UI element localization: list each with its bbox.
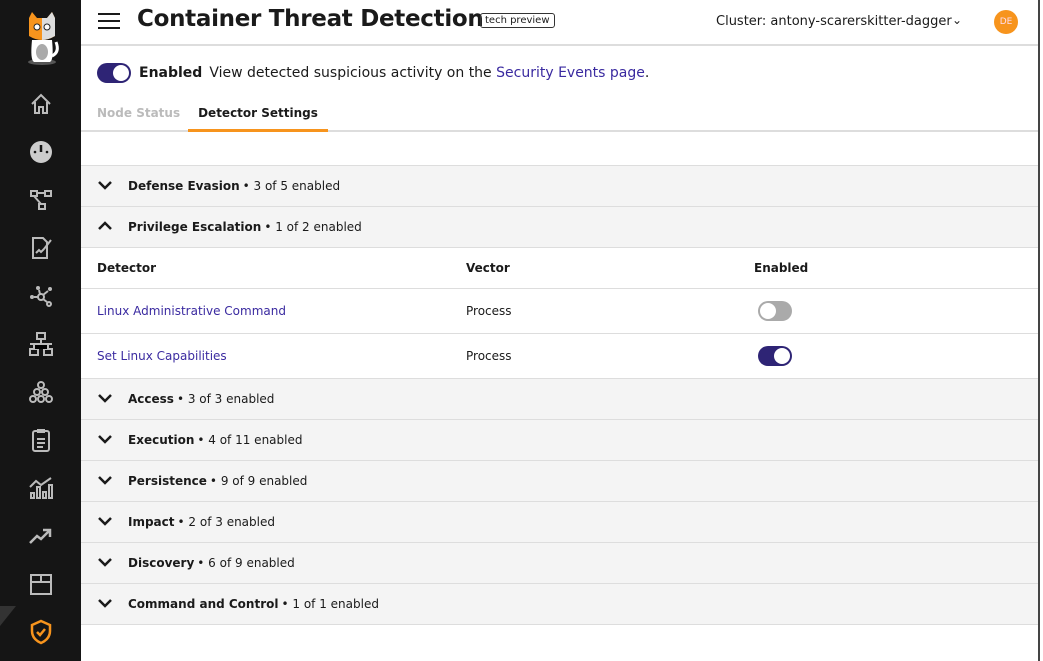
vector-cell: Process	[466, 349, 512, 363]
section-header[interactable]: Execution • 4 of 11 enabled	[81, 420, 1038, 461]
page-title: Container Threat Detection	[137, 6, 484, 32]
section-count: • 1 of 2 enabled	[264, 220, 362, 234]
col-detector: Detector	[97, 261, 156, 275]
cluster-selector[interactable]: Cluster: antony-scarerskitter-dagger	[716, 14, 952, 29]
main-content: Container Threat Detection tech preview …	[81, 0, 1040, 661]
detector-toggle[interactable]	[758, 301, 792, 321]
status-text: View detected suspicious activity on the	[209, 65, 492, 81]
col-vector: Vector	[466, 261, 510, 275]
section-header[interactable]: Defense Evasion • 3 of 5 enabled	[81, 166, 1038, 207]
section-count: • 3 of 3 enabled	[176, 392, 275, 406]
chevron-down-icon[interactable]	[97, 514, 115, 530]
menu-icon[interactable]	[98, 13, 120, 31]
section-name: Impact	[128, 515, 175, 529]
section-count: • 3 of 5 enabled	[242, 179, 341, 193]
analytics-icon[interactable]	[28, 475, 54, 501]
tech-preview-badge: tech preview	[480, 13, 555, 28]
topology-icon[interactable]	[28, 187, 54, 213]
chevron-down-icon[interactable]	[97, 432, 115, 448]
collapse-handle[interactable]	[0, 606, 16, 626]
status-period: .	[644, 65, 650, 81]
section-header[interactable]: Discovery • 6 of 9 enabled	[81, 543, 1038, 584]
section-name: Defense Evasion	[128, 179, 240, 193]
sidebar	[0, 0, 81, 661]
detector-toggle[interactable]	[758, 346, 792, 366]
trend-icon[interactable]	[28, 523, 54, 549]
chevron-down-icon[interactable]	[97, 596, 115, 612]
section-name: Discovery	[128, 556, 195, 570]
detector-link[interactable]: Set Linux Capabilities	[97, 349, 227, 363]
enabled-label: Enabled	[139, 65, 203, 81]
section-name: Privilege Escalation	[128, 220, 262, 234]
shield-check-icon[interactable]	[28, 619, 54, 645]
section-count: • 6 of 9 enabled	[197, 556, 295, 570]
tab-node-status[interactable]: Node Status	[97, 106, 181, 120]
vector-cell: Process	[466, 304, 512, 318]
section-header[interactable]: Access • 3 of 3 enabled	[81, 379, 1038, 420]
section-name: Execution	[128, 433, 195, 447]
table-row: Linux Administrative Command Process	[81, 289, 1038, 334]
col-enabled: Enabled	[754, 261, 809, 275]
chevron-down-icon[interactable]	[97, 555, 115, 571]
section-count: • 9 of 9 enabled	[209, 474, 308, 488]
detector-link[interactable]: Linux Administrative Command	[97, 304, 286, 318]
table-row: Set Linux Capabilities Process	[81, 334, 1038, 379]
cat-logo-icon[interactable]	[22, 12, 62, 66]
section-header[interactable]: Persistence • 9 of 9 enabled	[81, 461, 1038, 502]
section-header[interactable]: Impact • 2 of 3 enabled	[81, 502, 1038, 543]
section-count: • 1 of 1 enabled	[281, 597, 379, 611]
section-header[interactable]: Command and Control • 1 of 1 enabled	[81, 584, 1038, 625]
network-icon[interactable]	[28, 283, 54, 309]
tab-bar: Node Status Detector Settings	[81, 98, 1038, 132]
tab-detector-settings[interactable]: Detector Settings	[188, 106, 328, 132]
enabled-toggle[interactable]	[97, 63, 131, 83]
home-icon[interactable]	[28, 91, 54, 117]
section-count: • 4 of 11 enabled	[197, 433, 303, 447]
security-events-link[interactable]: Security Events page	[496, 65, 645, 81]
status-bar: Enabled View detected suspicious activit…	[97, 63, 649, 83]
section-count: • 2 of 3 enabled	[177, 515, 275, 529]
checklist-icon[interactable]	[28, 427, 54, 453]
table-header: Detector Vector Enabled	[81, 248, 1038, 289]
section-name: Persistence	[128, 474, 207, 488]
package-icon[interactable]	[28, 571, 54, 597]
section-header[interactable]: Privilege Escalation • 1 of 2 enabled	[81, 207, 1038, 248]
chevron-down-icon[interactable]: ⌄	[952, 13, 963, 27]
avatar[interactable]: DE	[994, 10, 1018, 34]
chevron-up-icon[interactable]	[97, 219, 115, 235]
cluster-icon[interactable]	[28, 379, 54, 405]
hierarchy-icon[interactable]	[28, 331, 54, 357]
chevron-down-icon[interactable]	[97, 473, 115, 489]
chevron-down-icon[interactable]	[97, 178, 115, 194]
policy-icon[interactable]	[28, 235, 54, 261]
section-name: Access	[128, 392, 174, 406]
section-name: Command and Control	[128, 597, 279, 611]
dashboard-icon[interactable]	[28, 139, 54, 165]
detector-sections: Defense Evasion • 3 of 5 enabled Privilege…	[81, 165, 1038, 625]
page-header: Container Threat Detection tech preview …	[81, 0, 1038, 46]
chevron-down-icon[interactable]	[97, 391, 115, 407]
